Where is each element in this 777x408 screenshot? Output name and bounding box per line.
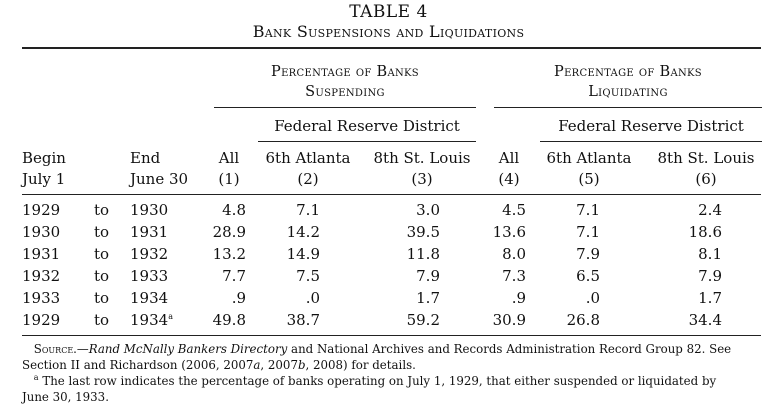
- cell-begin: 1932: [22, 267, 61, 285]
- footnote-marker: a: [168, 312, 173, 321]
- cell-stlouis-liquidating: 2.4: [698, 201, 722, 219]
- cell-atlanta-suspending: 7.1: [296, 201, 320, 219]
- cell-end: 1931: [130, 223, 169, 241]
- cell-atlanta-liquidating: 7.9: [576, 245, 600, 263]
- cell-to: to: [94, 201, 110, 219]
- table-row: 1933 to 1934 .9 .0 1.7 .9 .0 1.7: [0, 288, 777, 310]
- cell-stlouis-liquidating: 7.9: [698, 267, 722, 285]
- cell-begin: 1931: [22, 245, 61, 263]
- table-row: 1929 to 1930 4.8 7.1 3.0 4.5 7.1 2.4: [0, 200, 777, 222]
- cell-end: 1932: [130, 245, 169, 263]
- cell-all-suspending: 13.2: [212, 245, 246, 263]
- footnote-marker: a: [33, 373, 39, 383]
- group-header-line: Liquidating: [588, 84, 668, 100]
- top-rule: [22, 47, 761, 49]
- cell-begin: 1929: [22, 201, 61, 219]
- cell-all-suspending: .9: [231, 289, 246, 307]
- cell-end: 1934a: [130, 311, 173, 329]
- cell-all-liquidating: 30.9: [492, 311, 526, 329]
- group-header-line: Percentage of Banks: [554, 64, 702, 80]
- source-note: Source.—Rand McNally Bankers Directory a…: [22, 342, 732, 372]
- table-row: 1931 to 1932 13.2 14.9 11.8 8.0 7.9 8.1: [0, 244, 777, 266]
- cell-atlanta-liquidating: 26.8: [566, 311, 600, 329]
- cell-end: 1930: [130, 201, 169, 219]
- cell-to: to: [94, 245, 110, 263]
- cell-stlouis-suspending: 11.8: [406, 245, 440, 263]
- column-header-stlouis-liquidating: 8th St. Louis (6): [657, 149, 755, 188]
- cell-stlouis-suspending: 7.9: [416, 267, 440, 285]
- column-header-all-liquidating: All (4): [498, 149, 520, 188]
- cell-all-liquidating: 4.5: [502, 201, 526, 219]
- bottom-rule: [22, 335, 761, 336]
- cell-to: to: [94, 289, 110, 307]
- cell-stlouis-liquidating: 18.6: [688, 223, 722, 241]
- column-header-all-suspending: All (1): [218, 149, 240, 188]
- cell-atlanta-suspending: 14.9: [286, 245, 320, 263]
- cell-stlouis-suspending: 39.5: [406, 223, 440, 241]
- cell-atlanta-liquidating: 7.1: [576, 223, 600, 241]
- table-title: TABLE 4: [349, 2, 428, 22]
- subheader-frd-suspending: Federal Reserve District: [274, 117, 460, 135]
- cell-all-liquidating: 7.3: [502, 267, 526, 285]
- column-header-begin: Begin July 1: [22, 149, 66, 188]
- cell-to: to: [94, 223, 110, 241]
- cell-all-liquidating: .9: [511, 289, 526, 307]
- subheader-rule-suspending: [258, 141, 476, 142]
- cell-atlanta-liquidating: 7.1: [576, 201, 600, 219]
- cell-stlouis-liquidating: 1.7: [698, 289, 722, 307]
- cell-all-suspending: 28.9: [212, 223, 246, 241]
- cell-all-suspending: 4.8: [222, 201, 246, 219]
- cell-to: to: [94, 311, 110, 329]
- cell-stlouis-liquidating: 34.4: [688, 311, 722, 329]
- group-rule-suspending: [214, 107, 476, 108]
- column-header-atlanta-liquidating: 6th Atlanta (5): [546, 149, 632, 188]
- cell-stlouis-suspending: 59.2: [406, 311, 440, 329]
- group-header-line: Percentage of Banks: [271, 64, 419, 80]
- cell-all-suspending: 7.7: [222, 267, 246, 285]
- cell-all-suspending: 49.8: [212, 311, 246, 329]
- cell-begin: 1929: [22, 311, 61, 329]
- cell-atlanta-suspending: .0: [305, 289, 320, 307]
- cell-all-liquidating: 13.6: [492, 223, 526, 241]
- footnote-a: a The last row indicates the percentage …: [22, 373, 717, 404]
- cell-begin: 1933: [22, 289, 61, 307]
- group-header-line: Suspending: [305, 84, 385, 100]
- cell-atlanta-suspending: 7.5: [296, 267, 320, 285]
- table-row: 1932 to 1933 7.7 7.5 7.9 7.3 6.5 7.9: [0, 266, 777, 288]
- cell-atlanta-suspending: 38.7: [286, 311, 320, 329]
- column-header-end: End June 30: [130, 149, 189, 188]
- table-row: 1930 to 1931 28.9 14.2 39.5 13.6 7.1 18.…: [0, 222, 777, 244]
- column-header-atlanta-suspending: 6th Atlanta (2): [265, 149, 351, 188]
- table-row: 1929 to 1934a 49.8 38.7 59.2 30.9 26.8 3…: [0, 310, 777, 332]
- group-header-liquidating: Percentage of Banks Liquidating: [494, 62, 762, 102]
- group-rule-liquidating: [494, 107, 762, 108]
- cell-stlouis-suspending: 3.0: [416, 201, 440, 219]
- subheader-frd-liquidating: Federal Reserve District: [558, 117, 744, 135]
- cell-end: 1934: [130, 289, 169, 307]
- table-subtitle: Bank Suspensions and Liquidations: [252, 22, 525, 41]
- cell-atlanta-liquidating: 6.5: [576, 267, 600, 285]
- header-rule: [22, 194, 761, 195]
- cell-atlanta-suspending: 14.2: [286, 223, 320, 241]
- cell-to: to: [94, 267, 110, 285]
- cell-atlanta-liquidating: .0: [585, 289, 600, 307]
- cell-stlouis-liquidating: 8.1: [698, 245, 722, 263]
- group-header-suspending: Percentage of Banks Suspending: [214, 62, 476, 102]
- subheader-rule-liquidating: [540, 141, 762, 142]
- cell-begin: 1930: [22, 223, 61, 241]
- cell-end: 1933: [130, 267, 169, 285]
- cell-stlouis-suspending: 1.7: [416, 289, 440, 307]
- column-header-stlouis-suspending: 8th St. Louis (3): [373, 149, 471, 188]
- cell-all-liquidating: 8.0: [502, 245, 526, 263]
